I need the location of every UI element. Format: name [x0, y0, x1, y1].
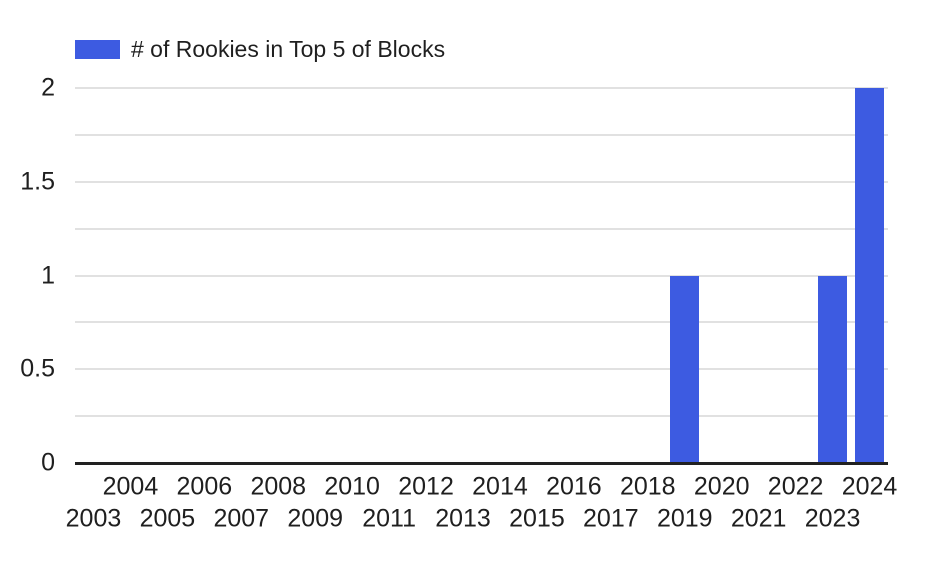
- x-axis-label: 2007: [213, 504, 270, 533]
- bar-2024[interactable]: [855, 88, 885, 463]
- gridline: [75, 180, 888, 183]
- gridline: [75, 227, 888, 230]
- x-axis-label: 2005: [139, 504, 196, 533]
- x-axis-label: 2019: [656, 504, 713, 533]
- bar-2019[interactable]: [670, 275, 700, 463]
- bar-2023[interactable]: [818, 275, 848, 463]
- y-axis-label: 1: [41, 261, 55, 289]
- x-axis-label: 2009: [287, 504, 344, 533]
- x-axis-label: 2012: [398, 472, 454, 501]
- x-axis-label: 2017: [583, 504, 639, 533]
- x-axis-label: 2024: [841, 472, 898, 501]
- chart-legend: # of Rookies in Top 5 of Blocks: [75, 36, 446, 62]
- x-axis-label: 2008: [250, 472, 307, 501]
- x-axis-label: 2003: [65, 504, 122, 533]
- y-axis-label: 2: [41, 73, 55, 102]
- x-axis-label: 2021: [730, 504, 787, 533]
- y-axis-label: 0: [41, 448, 55, 477]
- x-axis-label: 2023: [804, 504, 861, 533]
- x-axis-label: 2006: [176, 472, 233, 501]
- x-axis-label: 2022: [767, 472, 824, 501]
- x-axis-label: 2018: [619, 472, 676, 501]
- x-axis-label: 2016: [546, 472, 602, 501]
- legend-label: # of Rookies in Top 5 of Blocks: [131, 36, 446, 62]
- gridline: [75, 368, 888, 371]
- x-axis-line: [75, 462, 888, 465]
- x-axis-label: 2013: [435, 504, 491, 533]
- gridline: [75, 87, 888, 89]
- gridline: [75, 274, 888, 277]
- x-axis-label: 2004: [102, 472, 159, 501]
- x-axis-label: 2015: [509, 504, 565, 533]
- gridline: [75, 321, 888, 324]
- y-axis-label: 0.5: [20, 354, 55, 383]
- x-axis-label: 2020: [693, 472, 750, 501]
- x-axis-label: 2010: [324, 472, 380, 501]
- x-axis-label: 2011: [362, 504, 416, 533]
- gridline: [75, 415, 888, 418]
- legend-swatch-icon: [75, 40, 120, 59]
- gridline: [75, 133, 888, 136]
- y-axis-label: 1.5: [20, 167, 55, 196]
- x-axis-label: 2014: [472, 472, 528, 501]
